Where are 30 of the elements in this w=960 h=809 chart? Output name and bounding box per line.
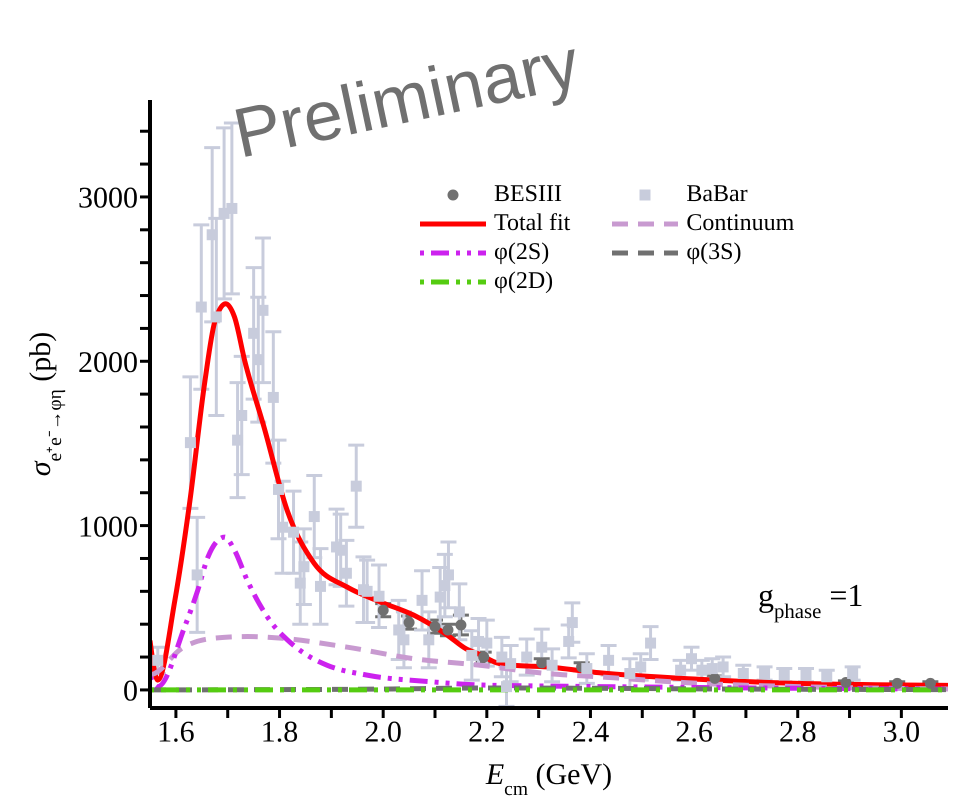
- point: [404, 617, 415, 628]
- y-tick-label: 1000: [78, 510, 138, 544]
- legend-label: φ(3S): [686, 238, 742, 267]
- annotation: g$_{phase}$=1: [758, 577, 864, 622]
- y-tick-label: 0: [123, 674, 138, 708]
- legend-label: BaBar: [686, 180, 748, 209]
- legend-label: BESIII: [494, 180, 562, 209]
- legend-label: Continuum: [686, 209, 794, 238]
- y-tick-label: 3000: [78, 182, 138, 215]
- x-tick-label: 2.2: [468, 715, 506, 748]
- annotation: Preliminary: [226, 24, 586, 173]
- legend-label: Total fit: [494, 209, 570, 238]
- legend-label: φ(2S): [494, 238, 550, 267]
- point: [536, 657, 548, 668]
- legend-label: φ(2D): [494, 267, 554, 296]
- y-tick-label: 2000: [78, 346, 138, 379]
- point: [478, 652, 490, 663]
- x-tick-label: 1.8: [260, 715, 298, 748]
- x-tick-label: 2.6: [675, 715, 713, 748]
- x-tick-label: 3.0: [882, 715, 920, 748]
- x-tick-label: 2.8: [778, 715, 816, 748]
- point: [924, 678, 936, 689]
- x-tick-label: 2.4: [572, 715, 610, 748]
- point: [455, 620, 466, 631]
- point: [709, 672, 720, 684]
- point: [840, 677, 852, 688]
- x-axis-title: E$_{cm}$ (GeV): [484, 758, 612, 800]
- x-tick-label: 2.0: [364, 715, 402, 748]
- x-tick-label: 1.6: [157, 715, 195, 748]
- point: [892, 678, 903, 689]
